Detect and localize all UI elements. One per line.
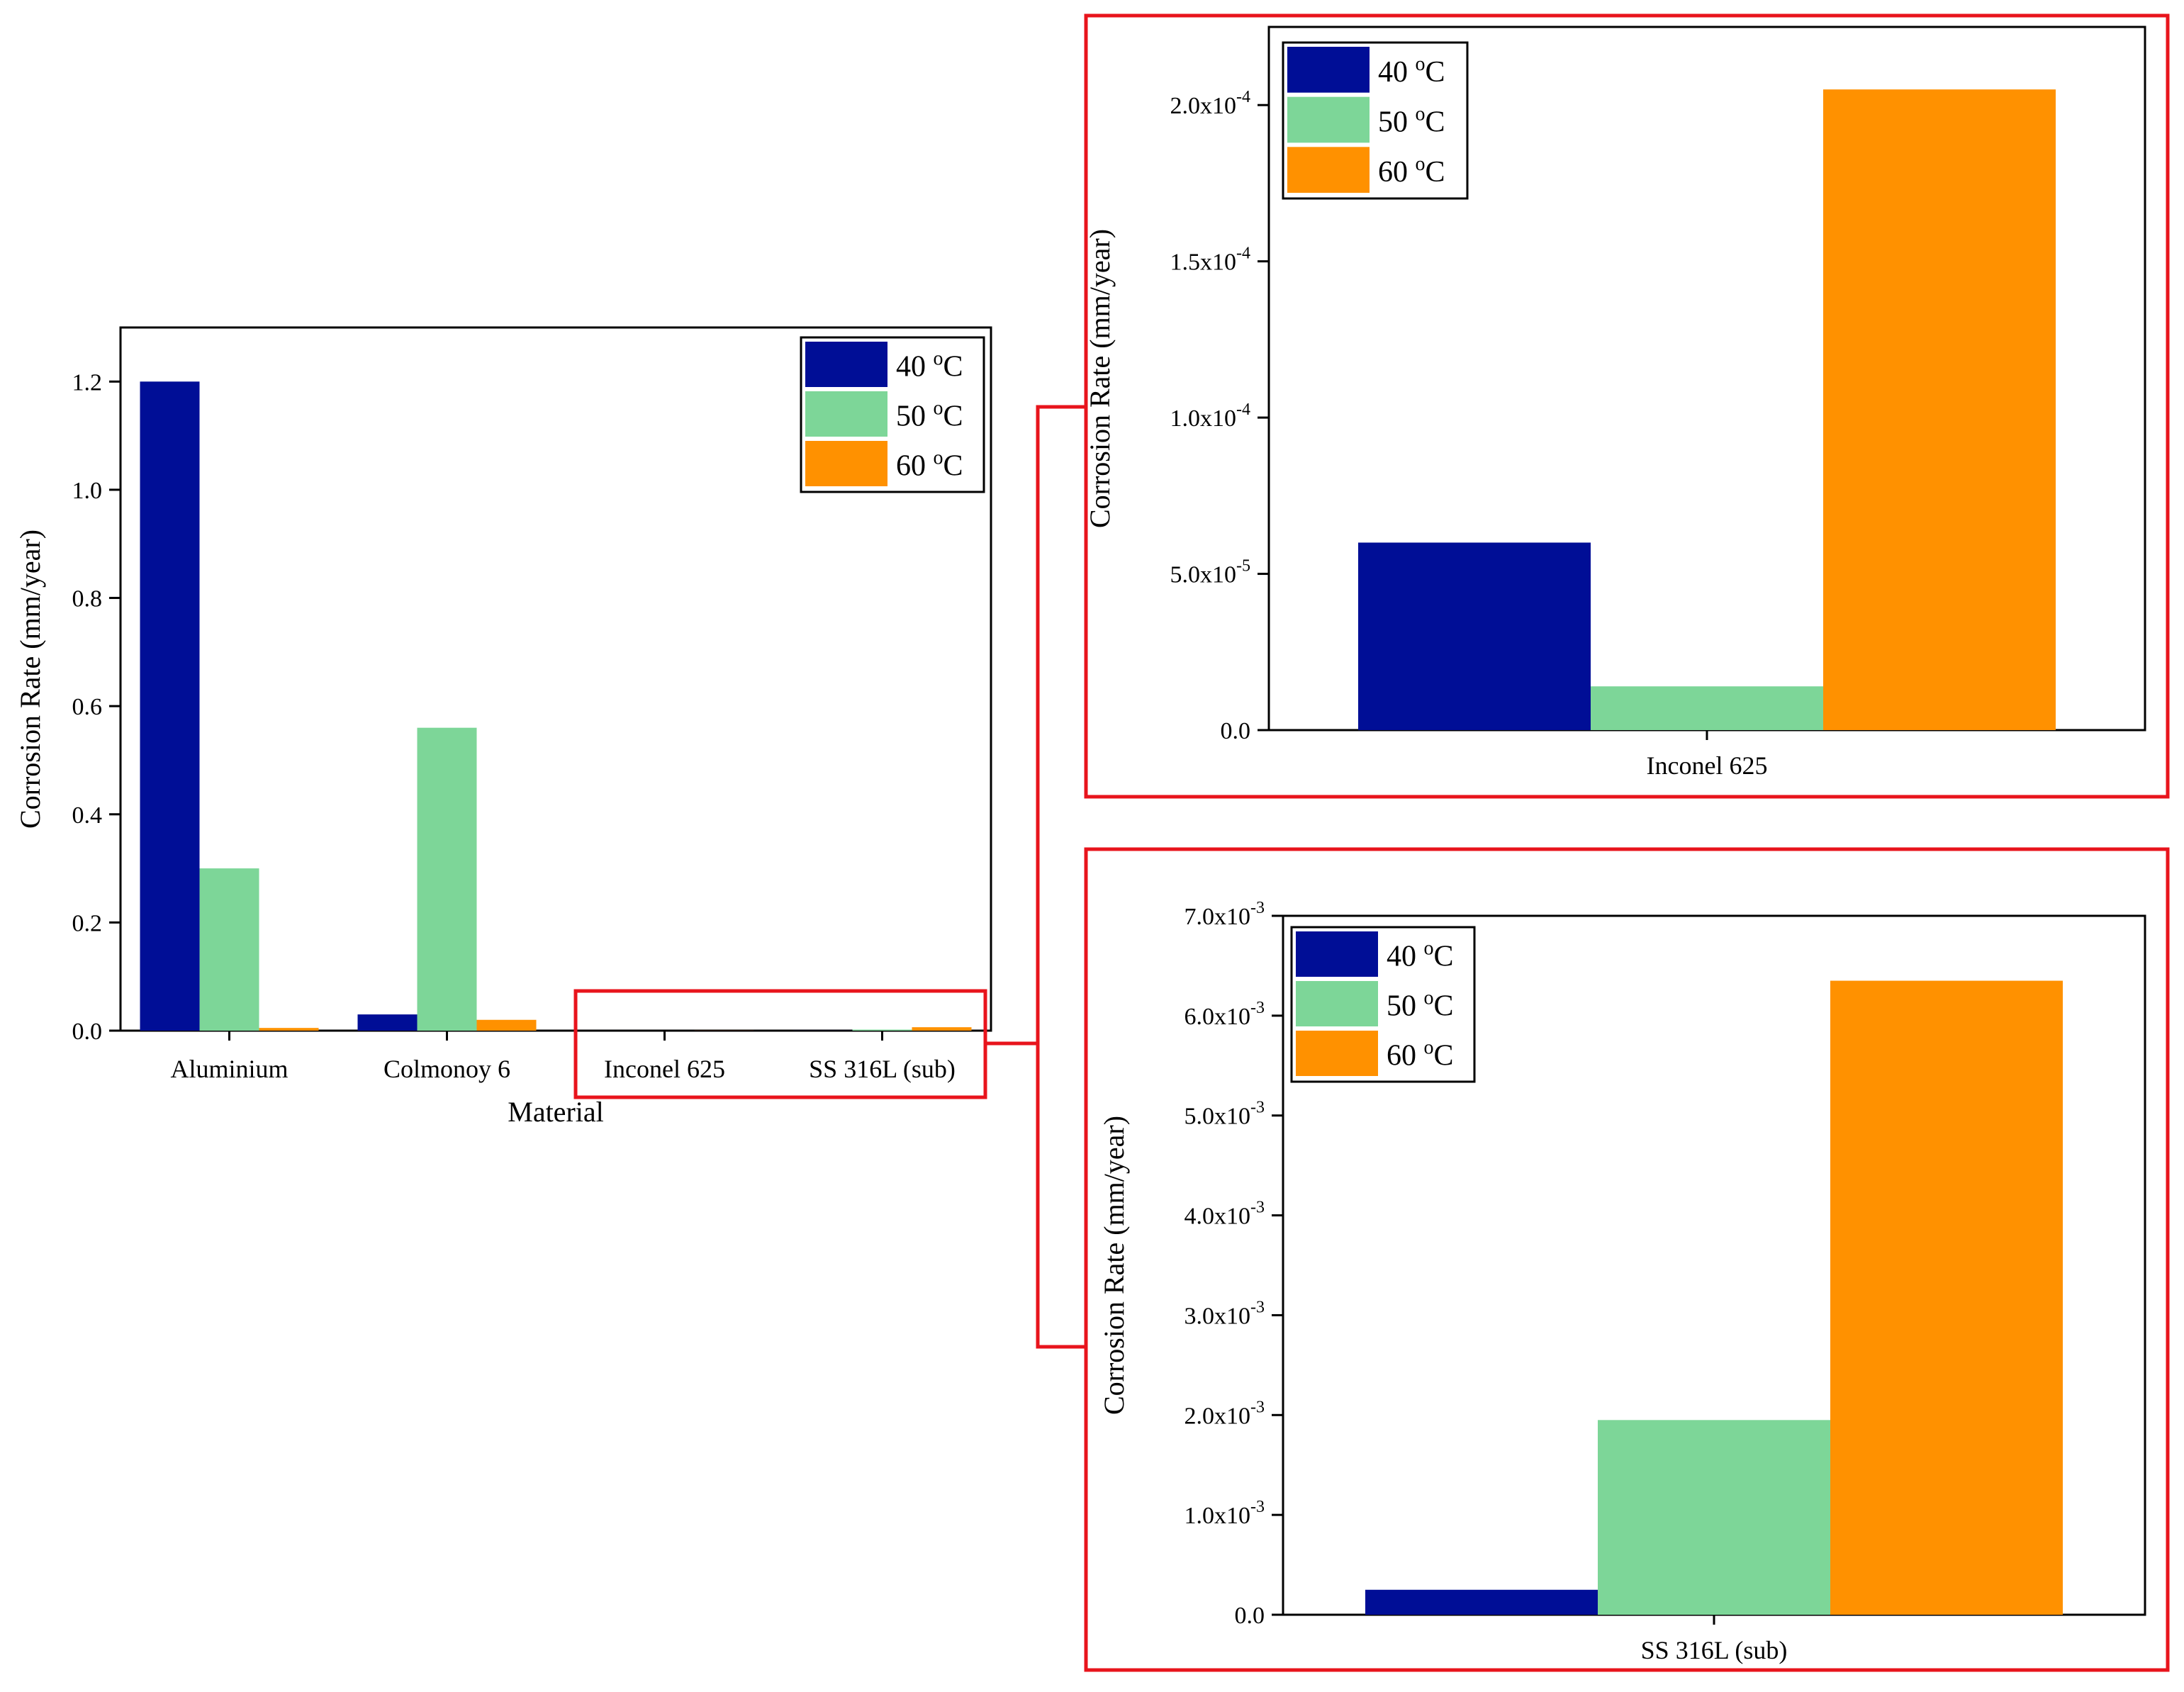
main-y-tick-label: 0.8 [72,586,103,612]
ss316l-legend-label-2: 50 oC [1387,987,1454,1022]
ss-316l-inset-chart: 0.0 1.0x10-3 2.0x10-3 3.0x10-3 4.0x10-3 5.0x1… [1098,899,2146,1664]
main-x-axis-title: Material [508,1096,604,1128]
ss316l-inset-frame [1084,847,2170,1672]
main-corrosion-chart: 0.0 0.2 0.4 0.6 0.8 1.0 1.2 Aluminium Colmonoy 6… [14,326,992,1128]
inconel-y-tick-label: 5.0x10-5 [1170,557,1251,588]
ss316l-bar-2 [1598,1420,1830,1615]
ss316l-legend-swatch-3 [1296,1031,1378,1076]
ss316l-y-tick-label: 4.0x10-3 [1185,1199,1265,1230]
main-legend-label-3: 60 oC [896,447,963,482]
inconel-y-tick-label: 1.5x10-4 [1170,245,1251,276]
inconel-legend-label-3: 60 oC [1378,153,1445,189]
main-y-tick-label: 1.0 [72,478,103,504]
inconel-legend-label-1: 40 oC [1378,53,1445,89]
main-bar-3 [912,1027,972,1031]
ss316l-y-tick-label: 0.0 [1235,1603,1265,1629]
main-category-label: Colmonoy 6 [383,1055,510,1083]
main-legend-label-2: 50 oC [896,397,963,432]
main-category-label: Aluminium [170,1055,288,1083]
inconel-legend-swatch-1 [1287,47,1370,93]
inconel-legend-swatch-2 [1287,96,1370,143]
main-y-tick-label: 1.2 [72,369,103,396]
main-plot-frame [119,326,992,1032]
inconel-y-axis-title: Corrosion Rate (mm/year) [1084,229,1116,528]
main-legend-swatch-2 [805,391,887,437]
main-y-tick-label: 0.2 [72,910,103,936]
ss316l-y-tick-label: 3.0x10-3 [1185,1298,1265,1329]
main-bar-2 [852,1029,912,1031]
ss316l-legend-swatch-2 [1296,981,1378,1026]
zoom-highlights [573,13,2170,1672]
inconel-legend-label-2: 50 oC [1378,103,1445,139]
main-legend-swatch-3 [805,441,887,486]
main-bar-2 [417,727,477,1031]
main-category-label: SS 316L (sub) [809,1055,956,1083]
ss316l-y-tick-label: 7.0x10-3 [1185,899,1265,930]
ss316l-legend-label-3: 60 oC [1387,1036,1454,1072]
main-y-tick-label: 0.4 [72,802,103,829]
main-legend-swatch-1 [805,342,887,387]
main-y-axis-title: Corrosion Rate (mm/year) [14,530,46,829]
ss316l-y-axis-title: Corrosion Rate (mm/year) [1098,1116,1130,1415]
connector-to-inconel [985,405,1086,1046]
main-y-tick-label: 0.0 [72,1019,103,1045]
main-bar-3 [259,1028,319,1031]
ss316l-y-tick-label: 2.0x10-3 [1185,1398,1265,1429]
main-bar-2 [199,868,259,1031]
inconel-y-tick-label: 0.0 [1221,718,1251,744]
inconel-y-tick-label: 1.0x10-4 [1170,400,1251,432]
ss316l-category-label: SS 316L (sub) [1641,1636,1788,1664]
inconel-category-label: Inconel 625 [1647,751,1768,780]
ss316l-legend-swatch-1 [1296,931,1378,977]
inconel-625-inset-chart: 0.0 5.0x10-5 1.0x10-4 1.5x10-4 2.0x10-4 Incon… [1084,26,2146,780]
inconel-bar-2 [1591,686,1823,730]
main-bar-1 [140,381,200,1031]
main-category-label: Inconel 625 [604,1055,725,1083]
inconel-bar-1 [1358,542,1591,730]
ss316l-legend-label-1: 40 oC [1387,937,1454,973]
ss316l-y-tick-label: 1.0x10-3 [1185,1498,1265,1529]
ss316l-bar-3 [1830,980,2063,1615]
ss316l-bar-1 [1365,1589,1598,1615]
inconel-legend-swatch-3 [1287,147,1370,193]
main-legend-label-1: 40 oC [896,347,963,383]
ss316l-y-tick-label: 6.0x10-3 [1185,999,1265,1030]
main-bar-3 [476,1019,537,1031]
connector-to-ss316l [1036,1043,1086,1349]
inconel-y-tick-label: 2.0x10-4 [1170,88,1251,119]
ss316l-y-tick-label: 5.0x10-3 [1185,1099,1265,1130]
main-y-tick-label: 0.6 [72,694,103,720]
main-bar-1 [357,1014,418,1031]
inconel-bar-3 [1823,89,2056,730]
